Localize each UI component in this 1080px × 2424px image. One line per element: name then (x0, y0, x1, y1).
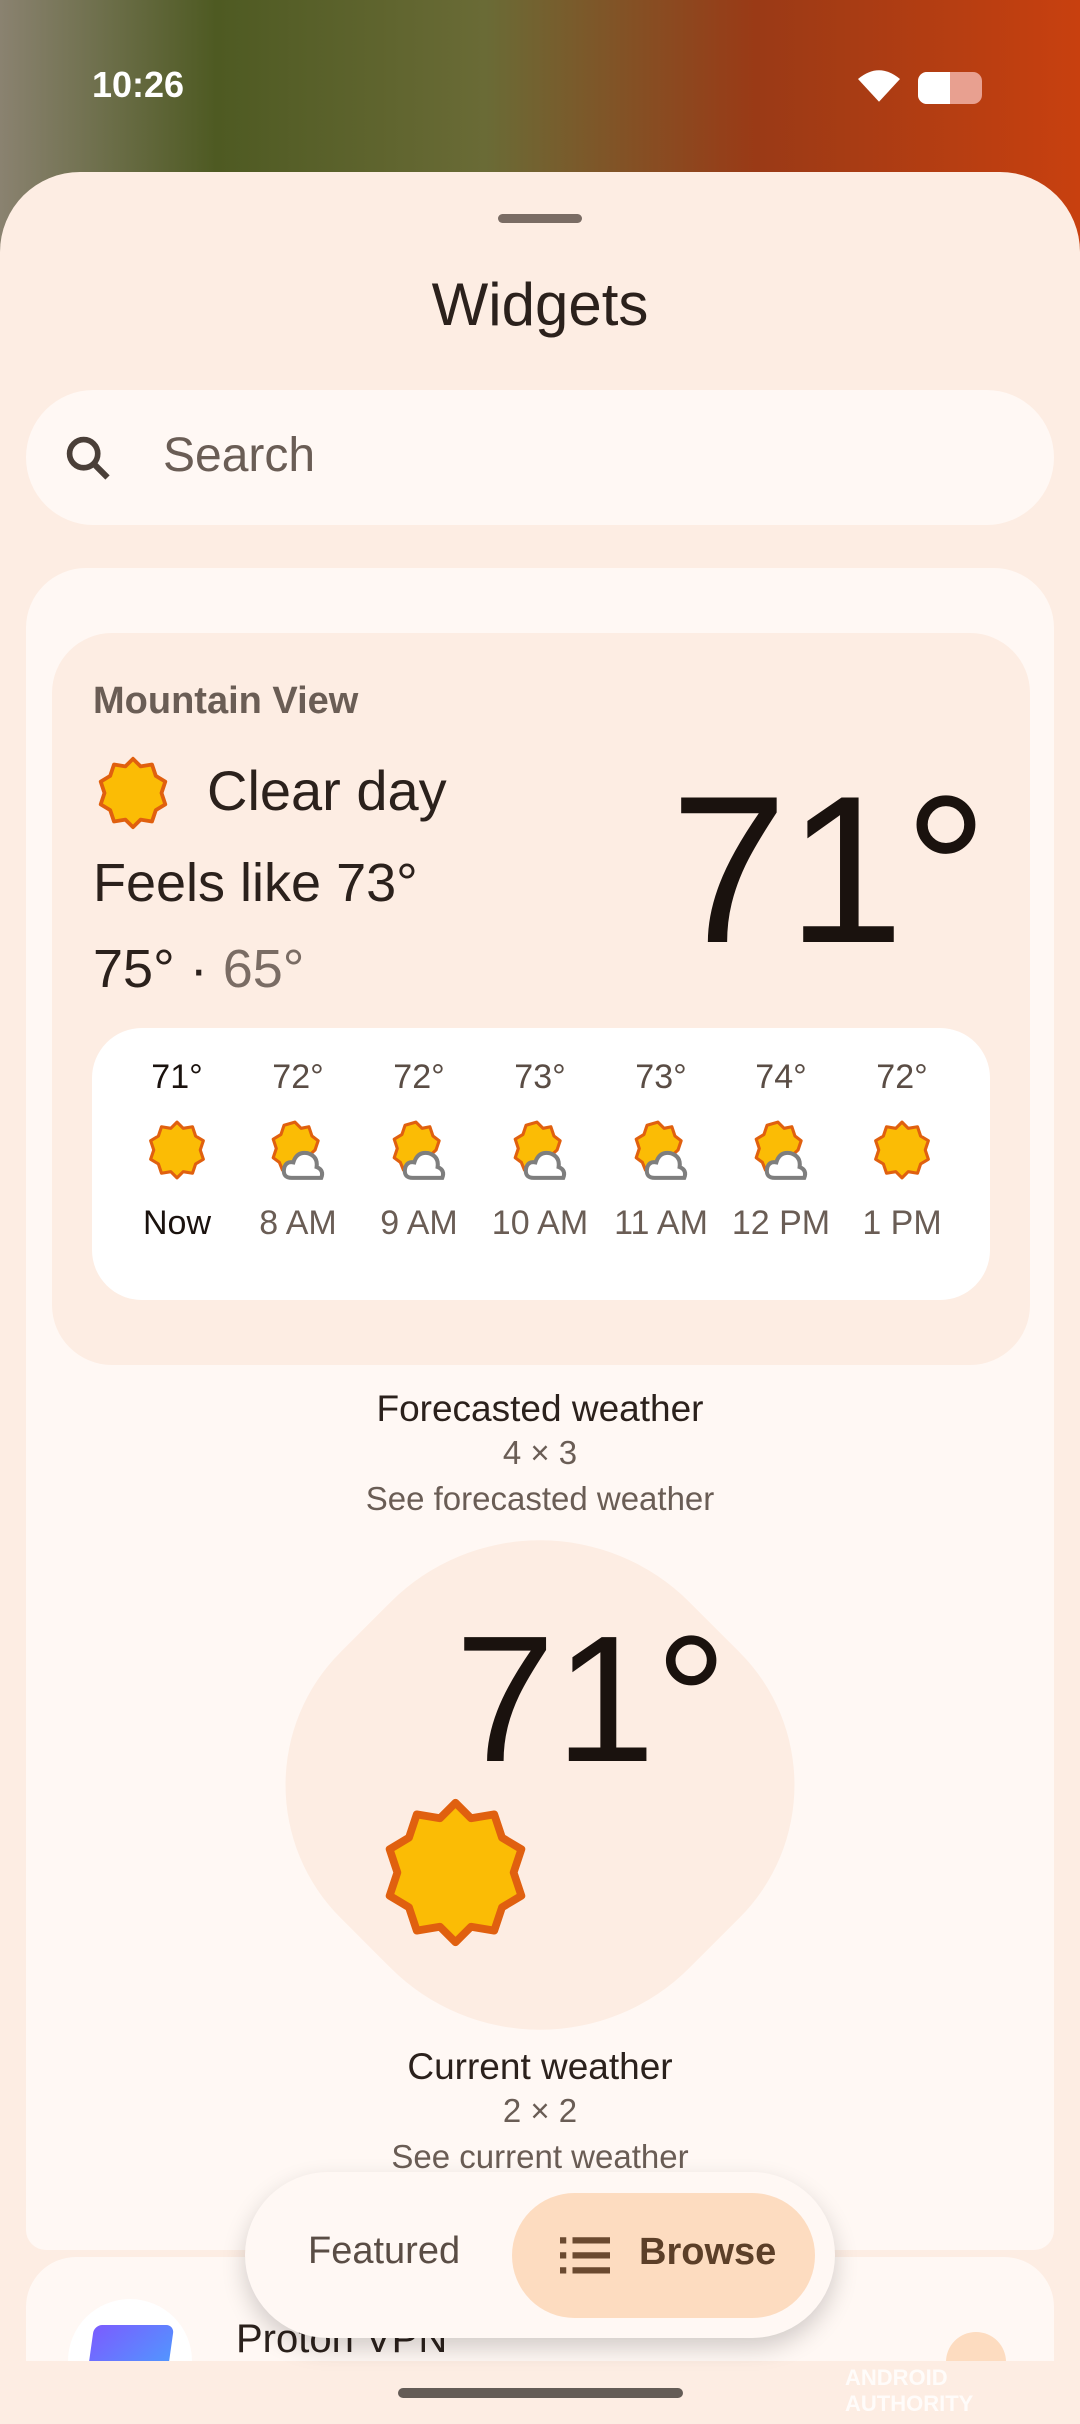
list-icon (560, 2237, 610, 2274)
partly-cloudy-icon (392, 1120, 446, 1180)
feels-like: Feels like 73° (93, 853, 418, 913)
hour-time: 8 AM (259, 1204, 337, 1242)
condition: Clear day (207, 759, 447, 822)
high-temp: 75° (93, 939, 175, 999)
hourly-item: 72° 1 PM (842, 1028, 962, 1243)
partly-cloudy-icon (634, 1120, 688, 1180)
hourly-item: 73° 11 AM (601, 1028, 721, 1243)
sun-icon (149, 1120, 205, 1180)
watermark: ANDROID AUTHORITY (845, 2365, 974, 2416)
location: Mountain View (93, 680, 359, 722)
app-icon (68, 2299, 192, 2361)
hour-time: 9 AM (380, 1204, 458, 1242)
hour-time: Now (142, 1204, 212, 1242)
hour-time: 1 PM (862, 1204, 942, 1242)
partly-cloudy-icon (754, 1120, 808, 1180)
search-icon (66, 436, 110, 480)
hourly-forecast: 71° Now 72° 8 AM 72° 9 AM 73° 10 AM 73° 11 A… (92, 1028, 990, 1300)
home-indicator[interactable] (398, 2388, 683, 2398)
current-temp-large: 71° (455, 1599, 728, 1800)
hour-temp: 72° (876, 1058, 928, 1096)
search-placeholder: Search (163, 429, 316, 482)
page-title: Widgets (431, 271, 649, 338)
partly-cloudy-icon (513, 1120, 567, 1180)
current-temp: 71° (670, 752, 988, 987)
hour-temp: 73° (635, 1058, 687, 1096)
expand-button[interactable] (946, 2332, 1006, 2361)
hourly-item: 72° 8 AM (238, 1028, 358, 1243)
low-temp: 65° (222, 939, 305, 999)
widget-name: Forecasted weather (376, 1388, 704, 1429)
status-time: 10:26 (92, 64, 185, 105)
sun-icon (874, 1120, 930, 1180)
hourly-item: 72° 9 AM (359, 1028, 479, 1243)
widget-description: See current weather (391, 2138, 689, 2175)
drag-handle[interactable] (498, 214, 582, 223)
hour-temp: 72° (272, 1058, 324, 1096)
tab-featured[interactable]: Featured (308, 2230, 461, 2272)
sun-icon (98, 756, 168, 830)
partly-cloudy-icon (271, 1120, 325, 1180)
tab-browse[interactable]: Browse (512, 2193, 815, 2318)
hour-time: 12 PM (731, 1204, 831, 1242)
hour-temp: 72° (393, 1058, 445, 1096)
widget-size: 2 × 2 (502, 2092, 578, 2129)
sun-icon (385, 1798, 526, 1947)
widget-size: 4 × 3 (502, 1434, 578, 1471)
separator: · (189, 939, 208, 999)
battery-icon (918, 72, 982, 104)
hour-temp: 71° (151, 1058, 203, 1096)
tab-browse-label: Browse (639, 2231, 777, 2273)
hour-time: 11 AM (614, 1204, 708, 1242)
search-input[interactable] (26, 390, 1054, 525)
widget-name: Current weather (407, 2046, 673, 2087)
hourly-item: 71° Now (117, 1028, 237, 1243)
hour-temp: 74° (755, 1058, 807, 1096)
wifi-icon (858, 70, 900, 102)
widget-description: See forecasted weather (365, 1480, 715, 1517)
tab-bar: Featured Browse (245, 2172, 835, 2338)
hourly-item: 74° 12 PM (721, 1028, 841, 1243)
hour-temp: 73° (514, 1058, 566, 1096)
hourly-item: 73° 10 AM (480, 1028, 600, 1243)
hour-time: 10 AM (491, 1204, 589, 1242)
